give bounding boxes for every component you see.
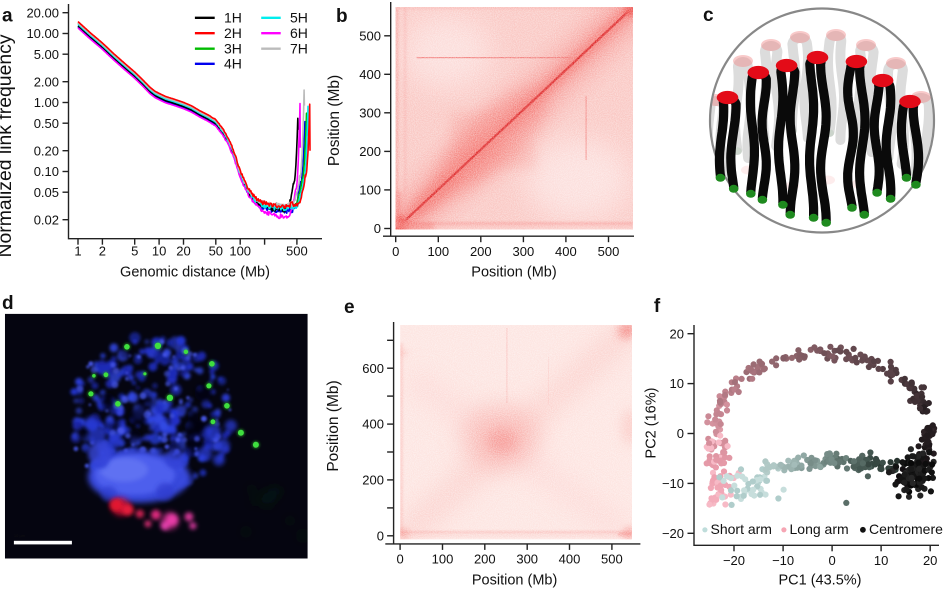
svg-text:300: 300 xyxy=(516,552,538,567)
svg-text:0: 0 xyxy=(392,244,399,259)
svg-text:200: 200 xyxy=(474,552,496,567)
svg-text:4H: 4H xyxy=(224,56,242,72)
svg-text:100: 100 xyxy=(427,244,449,259)
svg-text:PC2 (16%): PC2 (16%) xyxy=(644,388,660,459)
svg-text:400: 400 xyxy=(362,417,384,432)
svg-text:10: 10 xyxy=(874,553,888,568)
svg-text:0.20: 0.20 xyxy=(34,143,59,158)
svg-text:1.00: 1.00 xyxy=(34,95,59,110)
svg-text:−20: −20 xyxy=(662,526,684,541)
svg-text:500: 500 xyxy=(286,244,308,259)
svg-text:0: 0 xyxy=(828,553,835,568)
svg-text:100: 100 xyxy=(359,183,381,198)
svg-text:Normalized link frequency: Normalized link frequency xyxy=(0,34,16,257)
svg-text:Short arm: Short arm xyxy=(711,521,772,537)
svg-text:−10: −10 xyxy=(772,553,794,568)
svg-text:3H: 3H xyxy=(224,41,242,57)
svg-text:1H: 1H xyxy=(224,10,242,26)
svg-text:500: 500 xyxy=(598,244,620,259)
svg-text:400: 400 xyxy=(559,552,581,567)
svg-text:1: 1 xyxy=(74,244,81,259)
svg-text:200: 200 xyxy=(359,144,381,159)
svg-text:0.10: 0.10 xyxy=(34,164,59,179)
svg-text:10: 10 xyxy=(152,244,166,259)
svg-text:100: 100 xyxy=(229,244,251,259)
svg-text:0.05: 0.05 xyxy=(34,185,59,200)
svg-text:0: 0 xyxy=(677,426,684,441)
svg-text:20.00: 20.00 xyxy=(26,5,59,20)
svg-text:Centromere: Centromere xyxy=(869,521,943,537)
svg-text:500: 500 xyxy=(601,552,623,567)
svg-text:−20: −20 xyxy=(723,553,745,568)
svg-text:Position (Mb): Position (Mb) xyxy=(325,380,342,471)
svg-text:c: c xyxy=(703,5,714,26)
svg-text:600: 600 xyxy=(362,361,384,376)
svg-text:Position (Mb): Position (Mb) xyxy=(472,573,557,589)
svg-text:20: 20 xyxy=(670,326,684,341)
svg-text:Position (Mb): Position (Mb) xyxy=(326,75,343,166)
svg-text:20: 20 xyxy=(923,553,937,568)
svg-text:2H: 2H xyxy=(224,25,242,41)
svg-text:d: d xyxy=(2,293,14,314)
svg-text:200: 200 xyxy=(362,473,384,488)
svg-text:Genomic distance (Mb): Genomic distance (Mb) xyxy=(120,265,270,281)
svg-text:0.02: 0.02 xyxy=(34,212,59,227)
svg-text:e: e xyxy=(344,297,355,318)
svg-text:2.00: 2.00 xyxy=(34,74,59,89)
svg-text:50: 50 xyxy=(209,244,223,259)
svg-text:−10: −10 xyxy=(662,476,684,491)
svg-text:5.00: 5.00 xyxy=(34,47,59,62)
svg-text:500: 500 xyxy=(359,28,381,43)
svg-text:10.00: 10.00 xyxy=(26,26,59,41)
svg-text:7H: 7H xyxy=(290,41,308,57)
svg-text:Position (Mb): Position (Mb) xyxy=(471,265,556,281)
svg-text:300: 300 xyxy=(359,105,381,120)
svg-text:400: 400 xyxy=(359,67,381,82)
svg-text:300: 300 xyxy=(513,244,535,259)
svg-text:200: 200 xyxy=(470,244,492,259)
svg-text:0.50: 0.50 xyxy=(34,116,59,131)
svg-text:PC1 (43.5%): PC1 (43.5%) xyxy=(778,573,861,589)
svg-text:f: f xyxy=(654,296,661,317)
svg-text:2: 2 xyxy=(99,244,106,259)
svg-text:100: 100 xyxy=(432,552,454,567)
svg-text:b: b xyxy=(336,6,348,27)
svg-text:10: 10 xyxy=(670,376,684,391)
svg-text:20: 20 xyxy=(176,244,190,259)
svg-text:0: 0 xyxy=(396,552,403,567)
svg-text:Long arm: Long arm xyxy=(790,521,849,537)
svg-text:0: 0 xyxy=(374,221,381,236)
svg-text:400: 400 xyxy=(555,244,577,259)
svg-text:6H: 6H xyxy=(290,25,308,41)
svg-text:5H: 5H xyxy=(290,10,308,26)
svg-text:10 µm: 10 µm xyxy=(14,533,26,538)
svg-text:0: 0 xyxy=(377,528,384,543)
svg-text:5: 5 xyxy=(131,244,138,259)
svg-text:a: a xyxy=(2,6,13,27)
